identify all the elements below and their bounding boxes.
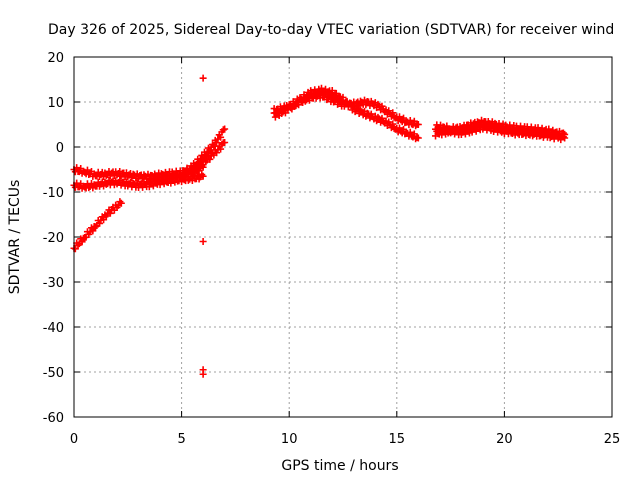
chart-title: Day 326 of 2025, Sidereal Day-to-day VTE… bbox=[48, 22, 614, 38]
y-tick-label: -50 bbox=[43, 366, 64, 381]
data-point bbox=[145, 183, 153, 191]
data-point bbox=[199, 238, 207, 245]
data-point bbox=[209, 141, 217, 149]
data-point bbox=[287, 102, 295, 110]
y-tick-label: -30 bbox=[43, 276, 64, 291]
x-axis-label: GPS time / hours bbox=[281, 458, 398, 474]
x-tick-label: 0 bbox=[70, 432, 78, 447]
data-point bbox=[117, 199, 125, 207]
x-tick-label: 15 bbox=[389, 432, 406, 447]
data-point bbox=[74, 241, 82, 249]
y-tick-label: -40 bbox=[43, 321, 64, 336]
data-point bbox=[217, 145, 225, 153]
data-point bbox=[106, 209, 114, 217]
data-point bbox=[461, 130, 469, 138]
data-point bbox=[561, 134, 569, 142]
data-point bbox=[140, 179, 148, 187]
y-tick-label: 0 bbox=[56, 141, 64, 156]
data-point bbox=[100, 216, 108, 224]
data-point bbox=[400, 114, 408, 122]
y-tick-label: 20 bbox=[47, 51, 64, 66]
data-point bbox=[414, 121, 422, 128]
data-point bbox=[339, 93, 347, 101]
data-point bbox=[406, 128, 414, 136]
data-point bbox=[317, 84, 325, 92]
data-point bbox=[378, 114, 386, 122]
data-point bbox=[410, 130, 418, 138]
data-point bbox=[378, 102, 386, 110]
data-point bbox=[92, 223, 100, 231]
data-point bbox=[414, 134, 422, 142]
data-point bbox=[199, 172, 207, 180]
data-point bbox=[221, 125, 229, 133]
data-points bbox=[70, 74, 569, 378]
data-point bbox=[395, 113, 403, 121]
data-point bbox=[199, 370, 207, 378]
x-tick-label: 25 bbox=[604, 432, 621, 447]
data-point bbox=[472, 127, 480, 135]
data-point bbox=[83, 166, 91, 174]
x-tick-label: 10 bbox=[281, 432, 298, 447]
data-point bbox=[271, 109, 279, 117]
data-point bbox=[221, 139, 229, 146]
data-point bbox=[89, 227, 97, 235]
y-tick-label: -10 bbox=[43, 186, 64, 201]
x-tick-label: 5 bbox=[177, 432, 185, 447]
data-point bbox=[199, 74, 207, 82]
data-point bbox=[71, 245, 79, 253]
data-point bbox=[389, 120, 397, 128]
grid bbox=[74, 57, 612, 417]
data-point bbox=[559, 133, 567, 141]
axis-ticks: 0 5 10 15 20 25 -60 -50 -40 -30 -20 -10 0 10 20 bbox=[43, 51, 621, 447]
data-point bbox=[328, 87, 336, 95]
data-point bbox=[395, 124, 403, 132]
x-tick-label: 20 bbox=[496, 432, 513, 447]
data-point bbox=[389, 109, 397, 117]
y-axis-label: SDTVAR / TECUs bbox=[7, 180, 23, 295]
y-tick-label: -20 bbox=[43, 231, 64, 246]
data-point bbox=[400, 125, 408, 133]
data-point bbox=[96, 219, 104, 227]
data-point bbox=[217, 133, 225, 141]
data-point bbox=[206, 155, 214, 163]
data-point bbox=[78, 238, 86, 246]
y-tick-label: -60 bbox=[43, 411, 64, 426]
y-tick-label: 10 bbox=[47, 96, 64, 111]
